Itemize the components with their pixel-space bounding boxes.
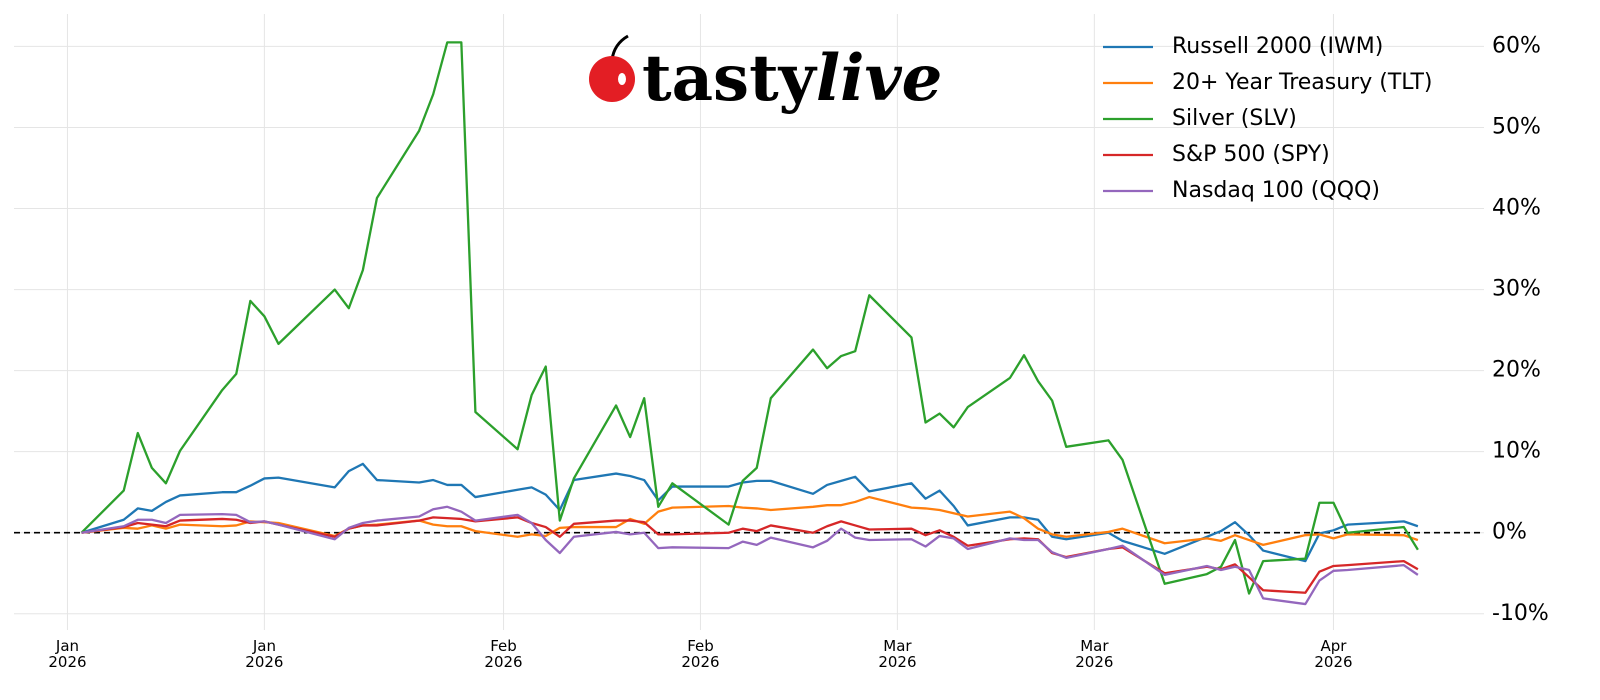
- y-tick-label: 50%: [1492, 114, 1541, 139]
- series-line: [80, 41, 1419, 595]
- y-tick-label: -10%: [1492, 601, 1549, 626]
- y-tick-label: 60%: [1492, 33, 1541, 58]
- logo-highlight: [618, 73, 626, 85]
- y-tick-label: 0%: [1492, 520, 1527, 545]
- x-tick-label: Feb 2026: [681, 637, 720, 671]
- y-tick-label: 10%: [1492, 439, 1541, 464]
- series-line: [81, 505, 1419, 606]
- y-tick-label: 30%: [1492, 277, 1541, 302]
- legend-label: S&P 500 (SPY): [1172, 142, 1330, 167]
- x-tick-label: Jan 2026: [48, 637, 87, 671]
- x-tick-label: Apr 2026: [1314, 637, 1353, 671]
- series-line: [81, 495, 1419, 547]
- legend-label: 20+ Year Treasury (TLT): [1172, 70, 1433, 95]
- y-tick-label: 40%: [1492, 196, 1541, 221]
- x-tick-label: Mar 2026: [878, 637, 917, 671]
- legend: Russell 2000 (IWM) 20+ Year Treasury (TLT…: [1103, 34, 1433, 203]
- logo-cherry: [589, 56, 635, 102]
- y-tick-label: 20%: [1492, 358, 1541, 383]
- series-line: [81, 516, 1419, 594]
- logo: tastylive: [589, 34, 942, 116]
- legend-label: Russell 2000 (IWM): [1172, 34, 1383, 59]
- x-tick-label: Mar 2026: [1075, 637, 1114, 671]
- legend-label: Nasdaq 100 (QQQ): [1172, 178, 1380, 203]
- series-line: [81, 462, 1419, 563]
- logo-brand: tasty: [642, 41, 818, 116]
- x-tick-label: Feb 2026: [484, 637, 523, 671]
- plot-lines: [80, 41, 1419, 606]
- logo-text: tastylive: [642, 41, 942, 116]
- logo-italic: live: [816, 41, 943, 116]
- legend-label: Silver (SLV): [1172, 106, 1297, 131]
- x-tick-label: Jan 2026: [245, 637, 284, 671]
